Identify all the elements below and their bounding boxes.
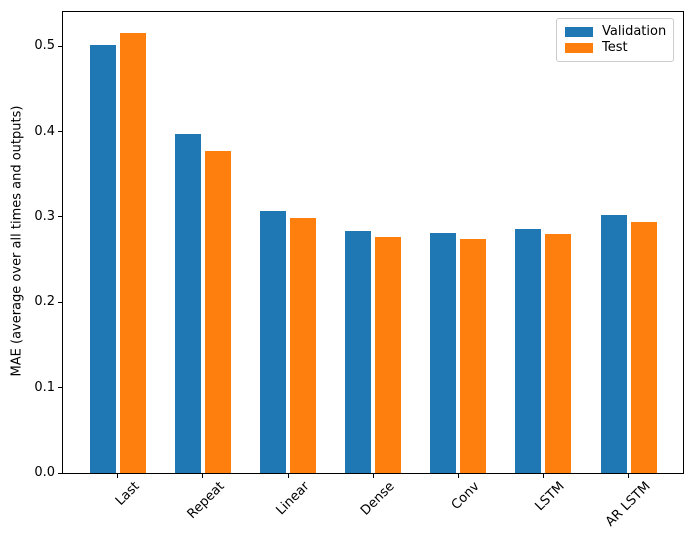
y-axis-label: MAE (average over all times and outputs) xyxy=(9,105,25,377)
x-tick-label-linear: Linear xyxy=(273,479,313,519)
bar-validation-ar-lstm xyxy=(600,215,627,473)
bar-validation-conv xyxy=(430,233,457,473)
x-tick-label-conv: Conv xyxy=(448,479,483,513)
bar-test-ar-lstm xyxy=(630,222,657,473)
y-tick-label: 0.3 xyxy=(34,208,55,224)
legend-label-test: Test xyxy=(602,40,628,55)
x-tick-label-last: Last xyxy=(112,479,143,509)
plot-area: Validation Test 0.0 0.1 0.2 0.3 0.4 0.5 Last Re… xyxy=(34,11,684,530)
y-tick-mark xyxy=(58,301,62,303)
y-tick-mark xyxy=(58,216,62,218)
y-tick-label: 0.2 xyxy=(34,294,55,310)
legend-item-validation: Validation xyxy=(565,24,667,40)
x-tick-label-lstm: LSTM xyxy=(532,479,568,515)
bar-test-conv xyxy=(460,239,487,473)
y-tick-label: 0.0 xyxy=(34,465,55,480)
x-tick-mark xyxy=(117,474,119,478)
y-tick-mark xyxy=(58,387,62,389)
x-tick-mark xyxy=(628,474,629,478)
bar-test-repeat xyxy=(204,151,231,473)
y-tick-mark xyxy=(58,45,62,47)
y-tick-mark xyxy=(58,131,62,132)
x-tick-mark xyxy=(202,474,204,478)
bar-validation-dense xyxy=(345,231,372,473)
legend-swatch-test-icon xyxy=(565,43,593,53)
x-tick-mark xyxy=(457,474,459,478)
legend-item-test: Test xyxy=(565,40,665,56)
y-tick-label: 0.4 xyxy=(34,123,55,139)
bar-test-dense xyxy=(375,236,402,473)
legend-swatch-validation-icon xyxy=(565,27,593,37)
x-tick-label-repeat: Repeat xyxy=(184,479,228,522)
bar-test-lstm xyxy=(545,234,572,473)
legend: Validation Test xyxy=(556,18,674,62)
bar-validation-repeat xyxy=(174,134,201,473)
bar-validation-lstm xyxy=(515,228,542,473)
y-tick-label: 0.1 xyxy=(34,379,55,395)
x-tick-label-dense: Dense xyxy=(358,479,398,519)
x-tick-mark xyxy=(372,474,374,478)
y-tick-mark xyxy=(58,472,62,474)
bar-test-last xyxy=(119,33,146,473)
legend-label-validation: Validation xyxy=(602,24,667,39)
y-tick-label: 0.5 xyxy=(34,38,55,54)
x-tick-mark xyxy=(542,474,544,478)
bar-validation-last xyxy=(89,45,116,473)
x-tick-label-ar-lstm: AR LSTM xyxy=(602,479,654,530)
x-tick-mark xyxy=(287,474,289,478)
bar-test-linear xyxy=(290,217,316,473)
bar-validation-linear xyxy=(260,210,286,473)
